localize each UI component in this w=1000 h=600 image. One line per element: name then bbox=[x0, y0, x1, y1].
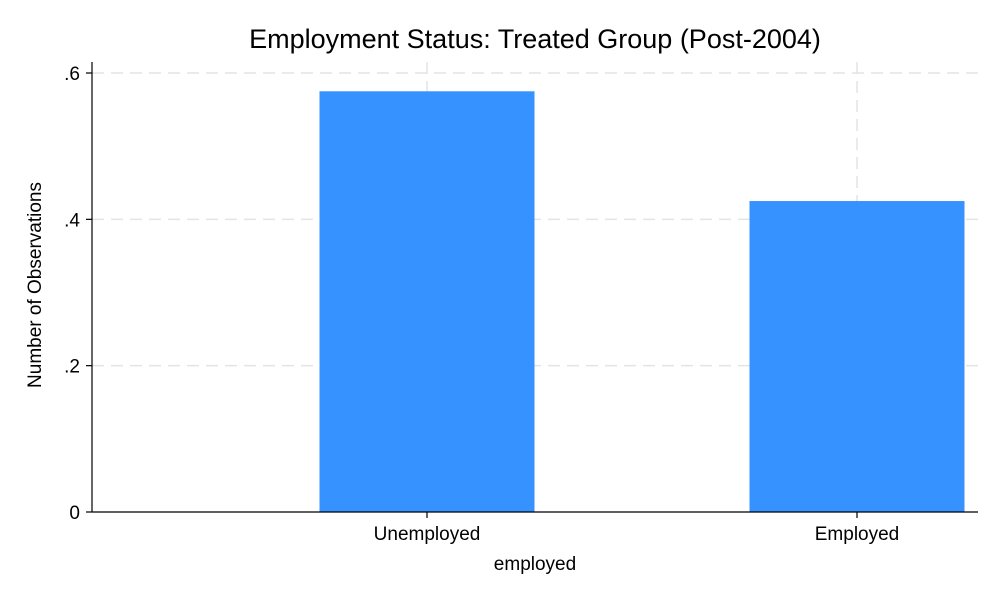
bars bbox=[319, 91, 965, 513]
y-tick-label: 0 bbox=[69, 503, 80, 524]
x-tick-label: Unemployed bbox=[374, 524, 481, 545]
bar bbox=[319, 91, 535, 513]
y-tick-label: .6 bbox=[64, 64, 80, 85]
axes bbox=[91, 62, 978, 513]
bar bbox=[749, 201, 965, 512]
y-tick-label: .2 bbox=[64, 357, 80, 378]
x-axis-label: employed bbox=[494, 554, 576, 575]
y-ticks: 0 .2 .4 .6 bbox=[64, 64, 92, 524]
y-axis-label: Number of Observations bbox=[25, 182, 46, 388]
y-tick-label: .4 bbox=[64, 210, 80, 231]
x-tick-label: Employed bbox=[815, 524, 900, 545]
gridlines bbox=[92, 62, 978, 512]
x-ticks: Unemployed Employed bbox=[374, 512, 900, 545]
chart-title: Employment Status: Treated Group (Post-2… bbox=[249, 24, 821, 54]
